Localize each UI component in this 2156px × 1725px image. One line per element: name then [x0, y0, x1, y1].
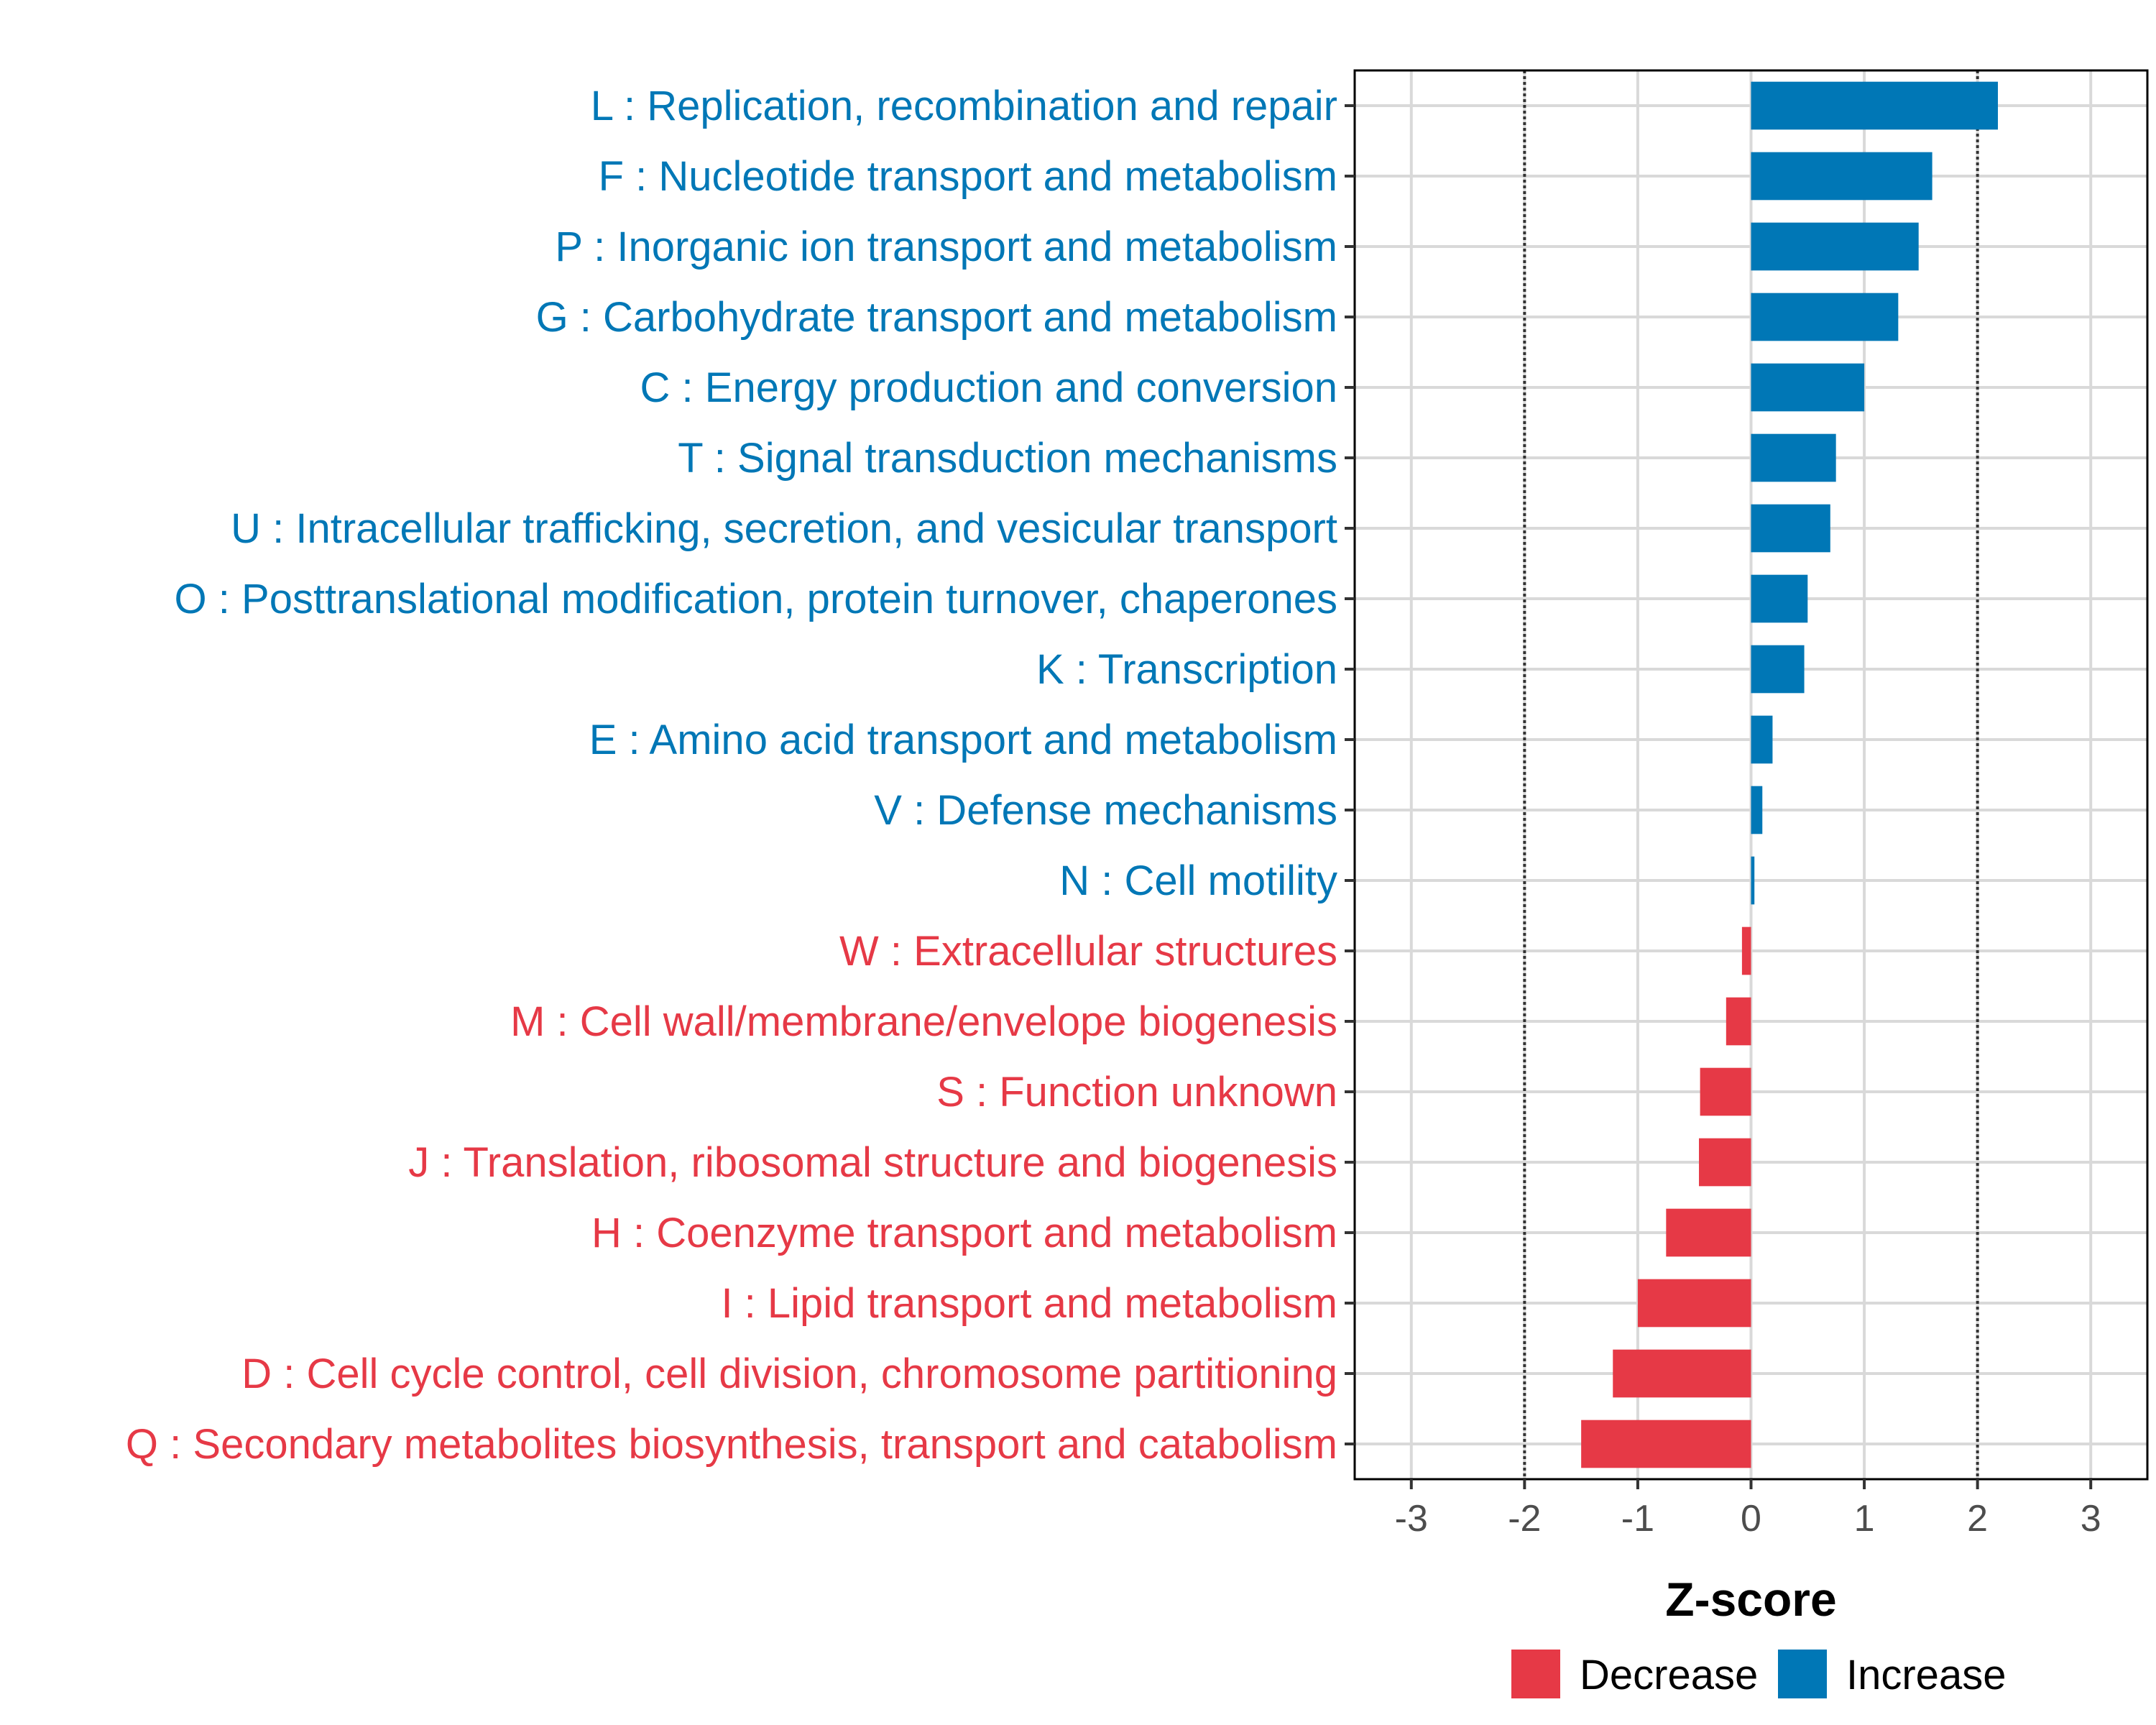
reference-lines — [1523, 70, 1979, 1479]
category-label: M : Cell wall/membrane/envelope biogenes… — [510, 998, 1337, 1045]
bar — [1637, 1279, 1751, 1328]
bar — [1751, 152, 1932, 201]
x-axis-title: Z-score — [1665, 1573, 1836, 1626]
category-label: G : Carbohydrate transport and metabolis… — [536, 294, 1337, 341]
bar — [1751, 81, 1999, 130]
bar — [1751, 363, 1865, 412]
category-label: J : Translation, ribosomal structure and… — [408, 1139, 1337, 1186]
x-tick-label: 2 — [1967, 1498, 1988, 1540]
bar — [1726, 997, 1751, 1046]
category-label: E : Amino acid transport and metabolism — [589, 717, 1337, 763]
bar — [1741, 926, 1751, 975]
bar — [1700, 1067, 1751, 1116]
category-label: S : Function unknown — [936, 1069, 1337, 1116]
category-label: O : Posttranslational modification, prot… — [175, 576, 1337, 622]
bar — [1751, 574, 1808, 623]
category-label: W : Extracellular structures — [839, 928, 1337, 975]
legend-swatch-increase — [1778, 1650, 1827, 1698]
x-tick-label: -2 — [1508, 1498, 1541, 1540]
bar — [1751, 856, 1755, 905]
legend-label-increase: Increase — [1846, 1652, 2006, 1698]
bar — [1751, 293, 1899, 341]
bar — [1581, 1420, 1751, 1468]
category-label: L : Replication, recombination and repai… — [591, 83, 1337, 129]
category-label: I : Lipid transport and metabolism — [721, 1280, 1337, 1327]
category-label: T : Signal transduction mechanisms — [678, 435, 1337, 482]
bar — [1751, 645, 1805, 694]
x-tick-label: 3 — [2081, 1498, 2101, 1540]
bar — [1751, 504, 1830, 553]
category-label: D : Cell cycle control, cell division, c… — [241, 1351, 1337, 1397]
legend-swatch-decrease — [1511, 1650, 1560, 1698]
category-label: H : Coenzyme transport and metabolism — [591, 1210, 1337, 1256]
x-axis: -3 -2 -1 0 1 2 3 — [1395, 1479, 2101, 1540]
bar — [1666, 1208, 1751, 1257]
category-label: N : Cell motility — [1059, 857, 1337, 904]
x-tick-label: -3 — [1395, 1498, 1428, 1540]
legend: Decrease Increase — [1511, 1650, 2006, 1698]
category-label: P : Inorganic ion transport and metaboli… — [555, 224, 1337, 270]
category-label: F : Nucleotide transport and metabolism — [599, 153, 1337, 200]
bar — [1699, 1138, 1751, 1187]
x-tick-label: -1 — [1621, 1498, 1654, 1540]
bar — [1613, 1349, 1751, 1398]
x-tick-label: 0 — [1741, 1498, 1761, 1540]
bar — [1751, 433, 1836, 482]
bar — [1751, 786, 1763, 834]
category-label: K : Transcription — [1036, 646, 1337, 693]
legend-label-decrease: Decrease — [1580, 1652, 1758, 1698]
bar — [1751, 222, 1919, 271]
category-label: C : Energy production and conversion — [640, 364, 1337, 411]
bar — [1751, 715, 1773, 764]
y-axis: L : Replication, recombination and repai… — [126, 83, 1355, 1468]
category-label: Q : Secondary metabolites biosynthesis, … — [126, 1421, 1337, 1468]
category-label: V : Defense mechanisms — [874, 787, 1337, 834]
category-label: U : Intracellular trafficking, secretion… — [231, 505, 1337, 552]
x-tick-label: 1 — [1854, 1498, 1875, 1540]
bars — [1581, 81, 1999, 1468]
